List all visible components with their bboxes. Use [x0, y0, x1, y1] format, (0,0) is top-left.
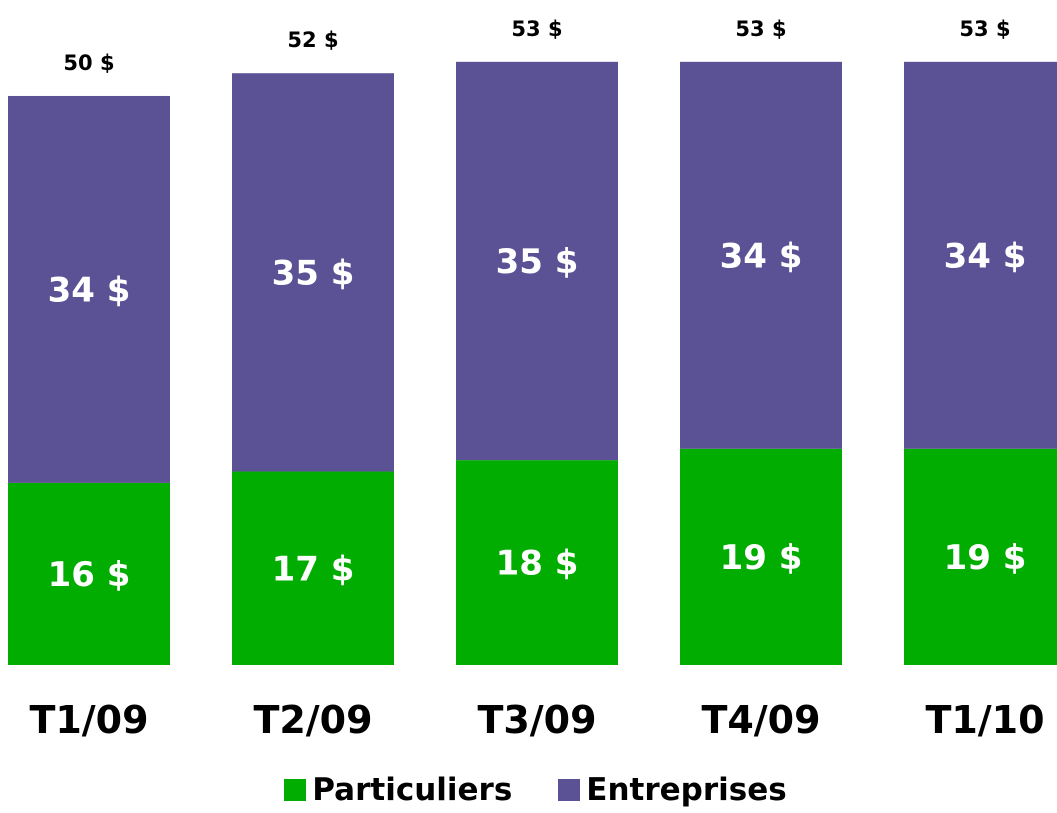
x-tick-label-t3-09: T3/09 [477, 698, 596, 742]
total-label-t2-09: 52 $ [287, 28, 338, 52]
data-label-entreprises-t2-09: 35 $ [272, 253, 355, 293]
data-label-entreprises-t1-09: 34 $ [48, 270, 131, 310]
bar-particuliers-t1-10 [904, 448, 1057, 665]
total-label-t1-10: 53 $ [959, 17, 1010, 41]
legend-item-particuliers: Particuliers [284, 772, 512, 808]
x-tick-label-t4-09: T4/09 [701, 698, 820, 742]
bar-entreprises-t4-09 [680, 61, 842, 449]
legend-swatch-entreprises [558, 779, 581, 801]
bar-entreprises-t2-09 [232, 73, 394, 472]
data-label-particuliers-t3-09: 18 $ [496, 544, 579, 584]
bar-entreprises-t3-09 [456, 61, 618, 461]
legend: Particuliers Entreprises [0, 770, 1057, 810]
data-label-entreprises-t3-09: 35 $ [496, 242, 579, 282]
x-tick-label-t2-09: T2/09 [253, 698, 372, 742]
data-label-particuliers-t1-09: 16 $ [48, 555, 131, 595]
bar-particuliers-t1-09 [8, 482, 170, 665]
total-label-t4-09: 53 $ [735, 17, 786, 41]
x-tick-label-t1-09: T1/09 [29, 698, 148, 742]
bar-entreprises-t1-10 [904, 61, 1057, 449]
x-tick-label-t1-10: T1/10 [925, 698, 1044, 742]
bar-entreprises-t1-09 [8, 95, 170, 483]
data-label-particuliers-t2-09: 17 $ [272, 549, 355, 589]
bar-particuliers-t4-09 [680, 448, 842, 665]
legend-item-entreprises: Entreprises [558, 772, 787, 808]
data-label-entreprises-t4-09: 34 $ [720, 236, 803, 276]
total-label-t3-09: 53 $ [511, 17, 562, 41]
legend-swatch-particuliers [284, 779, 307, 801]
total-label-t1-09: 50 $ [63, 51, 114, 75]
data-label-particuliers-t1-10: 19 $ [944, 538, 1027, 578]
legend-label-particuliers: Particuliers [312, 772, 513, 808]
bar-particuliers-t3-09 [456, 460, 618, 665]
legend-label-entreprises: Entreprises [586, 772, 787, 808]
bar-particuliers-t2-09 [232, 471, 394, 665]
stacked-bar-chart: 16 $ 34 $ 50 $ T1/09 17 $ 35 $ 52 $ T2/09 18 $ 35… [8, 17, 1057, 742]
data-label-entreprises-t1-10: 34 $ [944, 236, 1027, 276]
data-label-particuliers-t4-09: 19 $ [720, 538, 803, 578]
